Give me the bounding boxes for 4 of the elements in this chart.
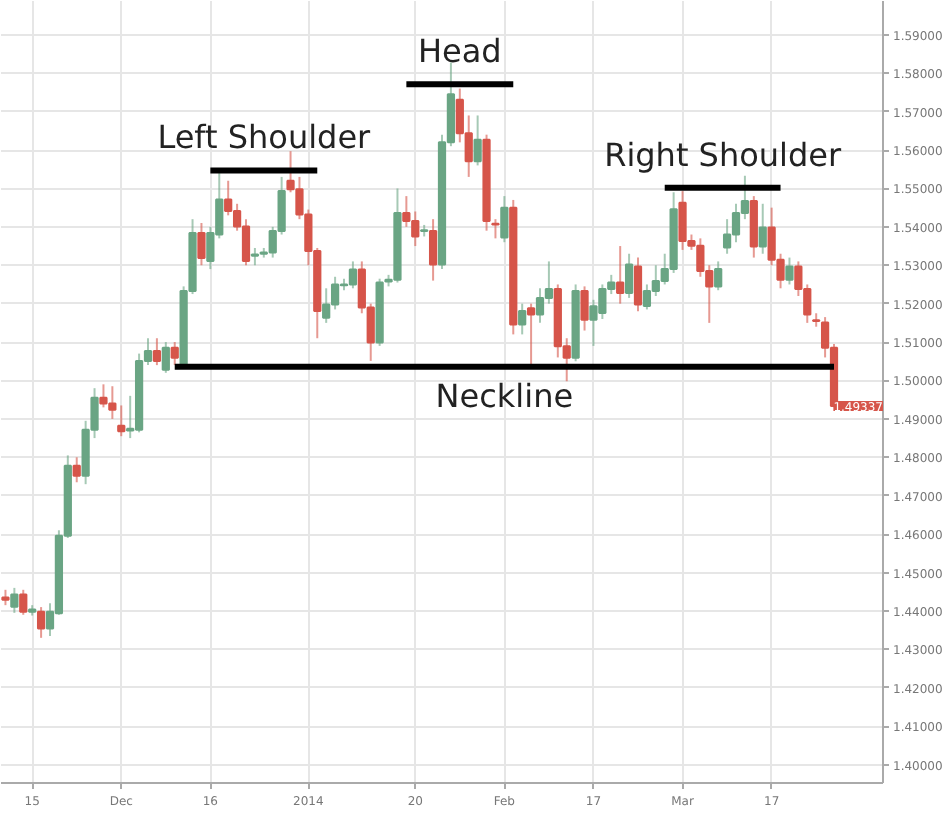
series-label: Left Shoulder	[157, 118, 372, 157]
series-label: Head	[417, 32, 502, 71]
series-label: Right Shoulder	[604, 135, 842, 174]
series-label: Neckline	[435, 376, 574, 415]
